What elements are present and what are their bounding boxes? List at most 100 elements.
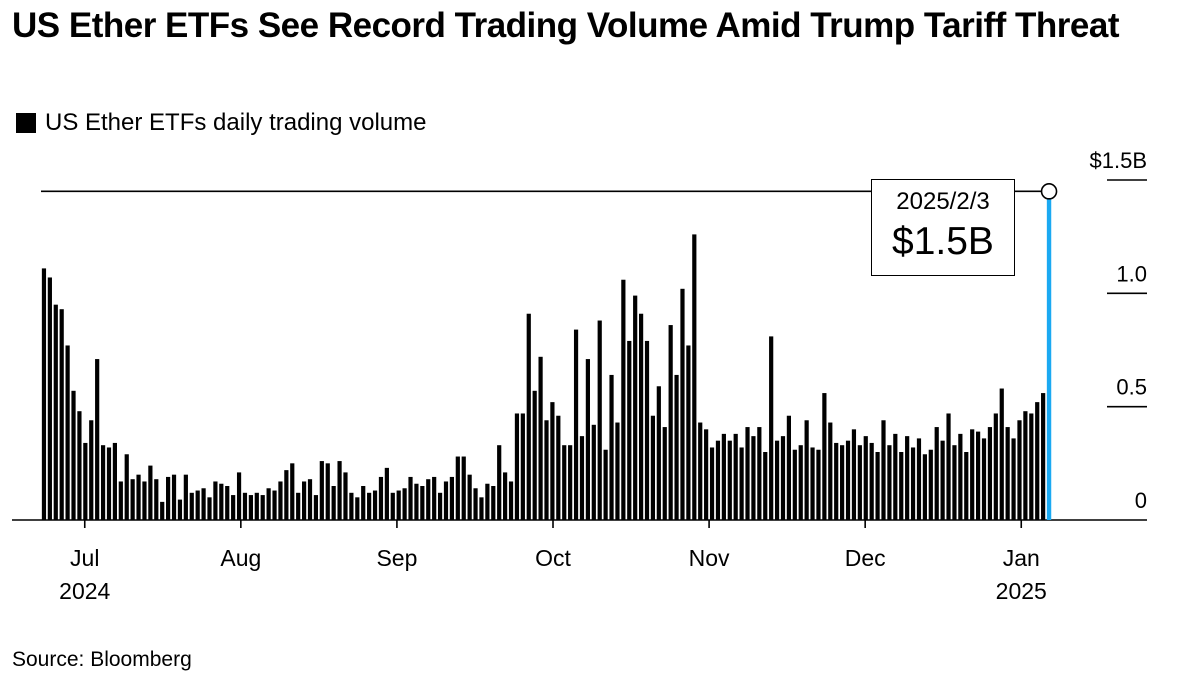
bar (118, 481, 123, 520)
bar (112, 442, 117, 520)
bar (763, 452, 768, 520)
legend-label: US Ether ETFs daily trading volume (45, 109, 427, 136)
bar (857, 445, 862, 520)
bar (822, 393, 827, 520)
bar (225, 486, 230, 520)
bar (130, 479, 135, 520)
bar (910, 447, 916, 520)
bar (668, 325, 673, 520)
bar (863, 436, 868, 520)
bar (946, 413, 951, 520)
bar (41, 268, 47, 520)
bar (751, 436, 756, 520)
bar (591, 424, 596, 520)
bar (242, 492, 248, 520)
bar (928, 449, 933, 520)
x-tick-label: Oct (535, 545, 571, 571)
bar (875, 452, 880, 520)
bar (922, 454, 927, 520)
bar (89, 420, 94, 520)
chart-title: US Ether ETFs See Record Trading Volume … (12, 6, 1120, 45)
bar (999, 388, 1004, 520)
bar (248, 495, 253, 520)
bar (733, 433, 738, 520)
bar (367, 492, 372, 520)
bar (662, 427, 667, 520)
bar (307, 479, 313, 520)
bar (1023, 411, 1028, 520)
bar (627, 340, 632, 520)
bar (686, 345, 691, 520)
bar (437, 492, 443, 520)
bar (254, 492, 259, 520)
bar (302, 481, 307, 520)
source-note: Source: Bloomberg (12, 648, 192, 671)
bar (402, 488, 407, 520)
bar (828, 422, 833, 520)
bar (284, 470, 289, 520)
bar (704, 429, 709, 520)
y-axis-ticks: 0 0.5 1.0 $1.5B (1090, 148, 1147, 513)
bar (236, 472, 242, 520)
bar (47, 277, 52, 520)
bar (526, 313, 531, 520)
x-tick-label: Jan (1003, 545, 1040, 571)
bar (384, 467, 389, 520)
bar (100, 445, 106, 520)
bar (905, 436, 910, 520)
x-tick-year-label: 2025 (996, 578, 1047, 604)
bar (887, 445, 892, 520)
bar (148, 465, 153, 520)
bar (124, 454, 129, 520)
bar (721, 433, 726, 520)
bar (1011, 438, 1016, 520)
bar (585, 359, 590, 520)
bar (59, 309, 64, 520)
bar (680, 288, 685, 520)
bar (77, 411, 82, 520)
bar (674, 374, 679, 520)
bar (201, 488, 206, 520)
bar (597, 320, 602, 520)
bar (769, 336, 774, 520)
bar (331, 486, 336, 520)
callout-value: $1.5B (892, 220, 994, 263)
bar (219, 483, 224, 520)
bar (810, 447, 815, 520)
bar (361, 486, 366, 520)
bar (432, 476, 437, 520)
x-tick-label: Aug (220, 545, 261, 571)
bar (621, 279, 626, 520)
x-tick-label: Dec (845, 545, 886, 571)
bar (455, 456, 460, 520)
bar (851, 429, 857, 520)
bar (964, 452, 969, 520)
bar (958, 433, 963, 520)
bar (538, 356, 543, 520)
bar (160, 501, 165, 520)
bar (207, 497, 212, 520)
bar (550, 402, 555, 520)
bar (656, 386, 661, 520)
bar (1017, 420, 1022, 520)
bar (893, 433, 898, 520)
bar (213, 481, 218, 520)
bar (479, 497, 484, 520)
bar (508, 481, 514, 520)
bar (987, 427, 993, 520)
bar (869, 442, 874, 520)
bar (154, 479, 159, 520)
bar (715, 440, 721, 520)
bar (514, 413, 520, 520)
bar (378, 476, 384, 520)
x-tick-year-label: 2024 (59, 578, 110, 604)
bar (355, 497, 360, 520)
bar (349, 492, 354, 520)
x-axis-ticks: Jul 2024 Aug Sep Oct Nov Dec Jan 2025 (59, 520, 1047, 604)
bar (780, 436, 786, 520)
bar (603, 449, 608, 520)
bar (792, 449, 797, 520)
bar (562, 445, 567, 520)
bar (497, 445, 502, 520)
bar (952, 445, 957, 520)
